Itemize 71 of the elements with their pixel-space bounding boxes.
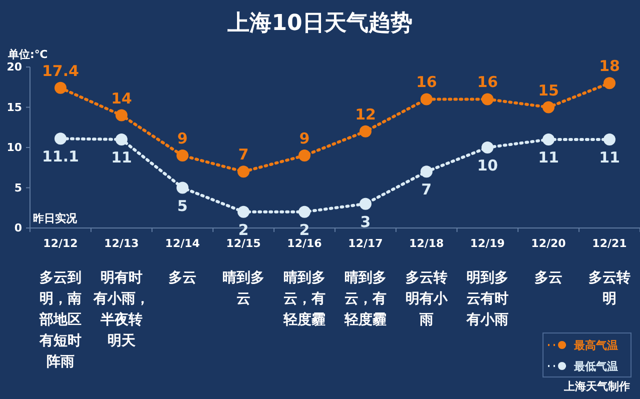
x-tick-label: 12/20 (531, 237, 566, 250)
y-axis-title: 单位:℃ (7, 48, 48, 61)
chart-title: 上海10日天气趋势 (226, 11, 412, 36)
text: 多云转明 (588, 270, 630, 307)
x-tick-label: 12/17 (348, 237, 383, 250)
point (54, 132, 66, 145)
point (176, 150, 188, 162)
data-label: 9 (299, 130, 310, 148)
y-tick-label: 0 (14, 222, 22, 234)
point (238, 206, 250, 218)
point (116, 133, 128, 146)
legend-label: 最低气温 (573, 360, 618, 373)
data-label: 14 (111, 89, 132, 108)
data-label: 18 (599, 57, 620, 76)
y-tick-label: 15 (6, 100, 22, 114)
point (420, 93, 432, 106)
data-label: 11 (111, 148, 132, 166)
x-tick-label: 12/14 (165, 237, 200, 250)
text: 明有时有小雨，半夜转明天 (92, 270, 150, 349)
text: 晴到多云，有轻度霾 (344, 270, 386, 328)
text: 晴到多云，有轻度霾 (282, 270, 326, 328)
text: 上海天气制作 (563, 380, 630, 393)
data-label: 11 (538, 148, 559, 166)
data-label: 3 (360, 212, 371, 231)
x-tick-label: 12/19 (470, 237, 505, 250)
data-label: 7 (421, 180, 432, 199)
point (298, 206, 310, 218)
data-label: 10 (477, 156, 498, 174)
point (604, 77, 616, 90)
y-tick-label: 5 (14, 181, 22, 194)
point (116, 109, 128, 122)
data-label: 12 (355, 105, 376, 124)
x-tick-label: 12/21 (592, 237, 627, 250)
point (360, 198, 372, 210)
data-label: 2 (238, 220, 249, 239)
x-tick-label: 12/18 (409, 237, 444, 250)
text: 多云转明有小雨 (406, 270, 448, 328)
point (604, 133, 616, 146)
data-label: 7 (238, 146, 249, 164)
text: 多云 (534, 270, 562, 286)
data-label: 2 (299, 220, 310, 239)
annotation: 昨日实况 (33, 212, 78, 225)
data-label: 5 (177, 196, 188, 215)
point (298, 150, 310, 162)
data-label: 16 (416, 73, 437, 92)
text: 多云到明，南部地区有短时阵雨 (38, 270, 82, 370)
point (482, 142, 494, 154)
y-tick-label: 20 (6, 60, 22, 74)
point (54, 82, 66, 94)
data-label: 9 (177, 130, 188, 148)
data-label: 16 (477, 73, 498, 92)
text: 晴到多云 (222, 270, 264, 307)
point (542, 133, 554, 146)
x-tick-label: 12/13 (104, 237, 139, 250)
text: 明到多云有时有小雨 (466, 270, 508, 328)
point (360, 125, 372, 138)
legend-label: 最高气温 (573, 339, 618, 352)
point (176, 182, 188, 194)
x-tick-label: 12/12 (43, 237, 78, 250)
point (420, 166, 432, 178)
data-label: 17.4 (42, 62, 80, 80)
point (482, 93, 494, 106)
y-tick-label: 10 (6, 141, 22, 154)
x-tick-label: 12/15 (226, 237, 261, 250)
text: 多云 (168, 270, 196, 286)
point (542, 101, 554, 114)
data-label: 11 (599, 148, 620, 166)
data-label: 15 (538, 81, 559, 100)
point (238, 166, 250, 178)
data-label: 11.1 (42, 148, 80, 166)
x-tick-label: 12/16 (287, 237, 322, 250)
